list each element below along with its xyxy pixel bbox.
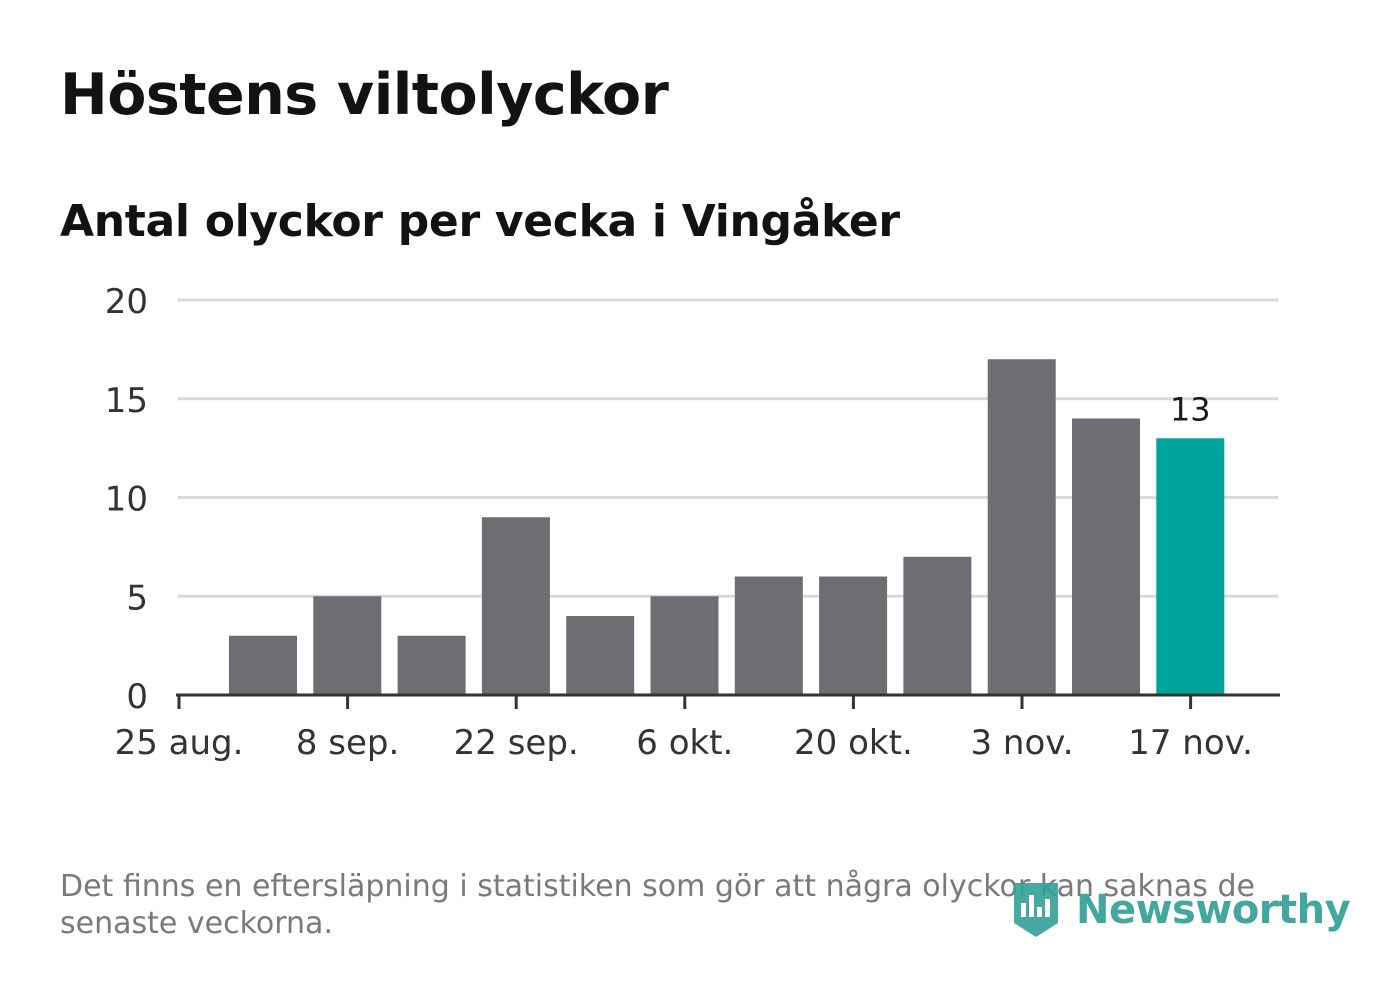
x-tick-label: 25 aug. (115, 723, 244, 763)
data-labels: 13 (1170, 390, 1211, 428)
x-axis: 25 aug. 8 sep. 22 sep. 6 okt. 20 okt. 3 nov. 1… (115, 693, 1280, 763)
x-tick-label: 20 okt. (794, 723, 913, 763)
x-tick-label: 3 nov. (970, 723, 1073, 763)
y-tick-label: 15 (105, 381, 148, 421)
bar (229, 635, 297, 695)
bar (566, 616, 635, 695)
chart-title: Höstens viltolyckor (60, 62, 669, 128)
brand-name: Newsworthy (1076, 887, 1351, 933)
data-label: 13 (1170, 390, 1211, 428)
bar (1156, 438, 1225, 695)
chart-subtitle: Antal olyckor per vecka i Vingåker (60, 196, 900, 247)
x-tick-label: 22 sep. (454, 723, 579, 763)
bar (481, 517, 550, 695)
bar (819, 576, 888, 695)
bar (903, 556, 972, 695)
x-tick-label: 17 nov. (1128, 723, 1253, 763)
bar (650, 596, 719, 695)
y-tick-label: 5 (126, 578, 148, 618)
bar (313, 596, 382, 695)
newsworthy-logo-icon (1014, 883, 1058, 937)
y-tick-label: 20 (105, 282, 148, 322)
bars (229, 359, 1225, 695)
bar (397, 635, 466, 695)
bar (987, 359, 1056, 695)
x-tick-label: 6 okt. (636, 723, 733, 763)
x-tick-label: 8 sep. (296, 723, 399, 763)
brand-logo: Newsworthy (1010, 878, 1351, 942)
y-tick-label: 0 (126, 677, 148, 717)
bar (1072, 418, 1140, 695)
y-tick-label: 10 (105, 480, 148, 520)
bar (734, 576, 803, 695)
y-axis-ticks: 0 5 10 15 20 (105, 282, 148, 717)
